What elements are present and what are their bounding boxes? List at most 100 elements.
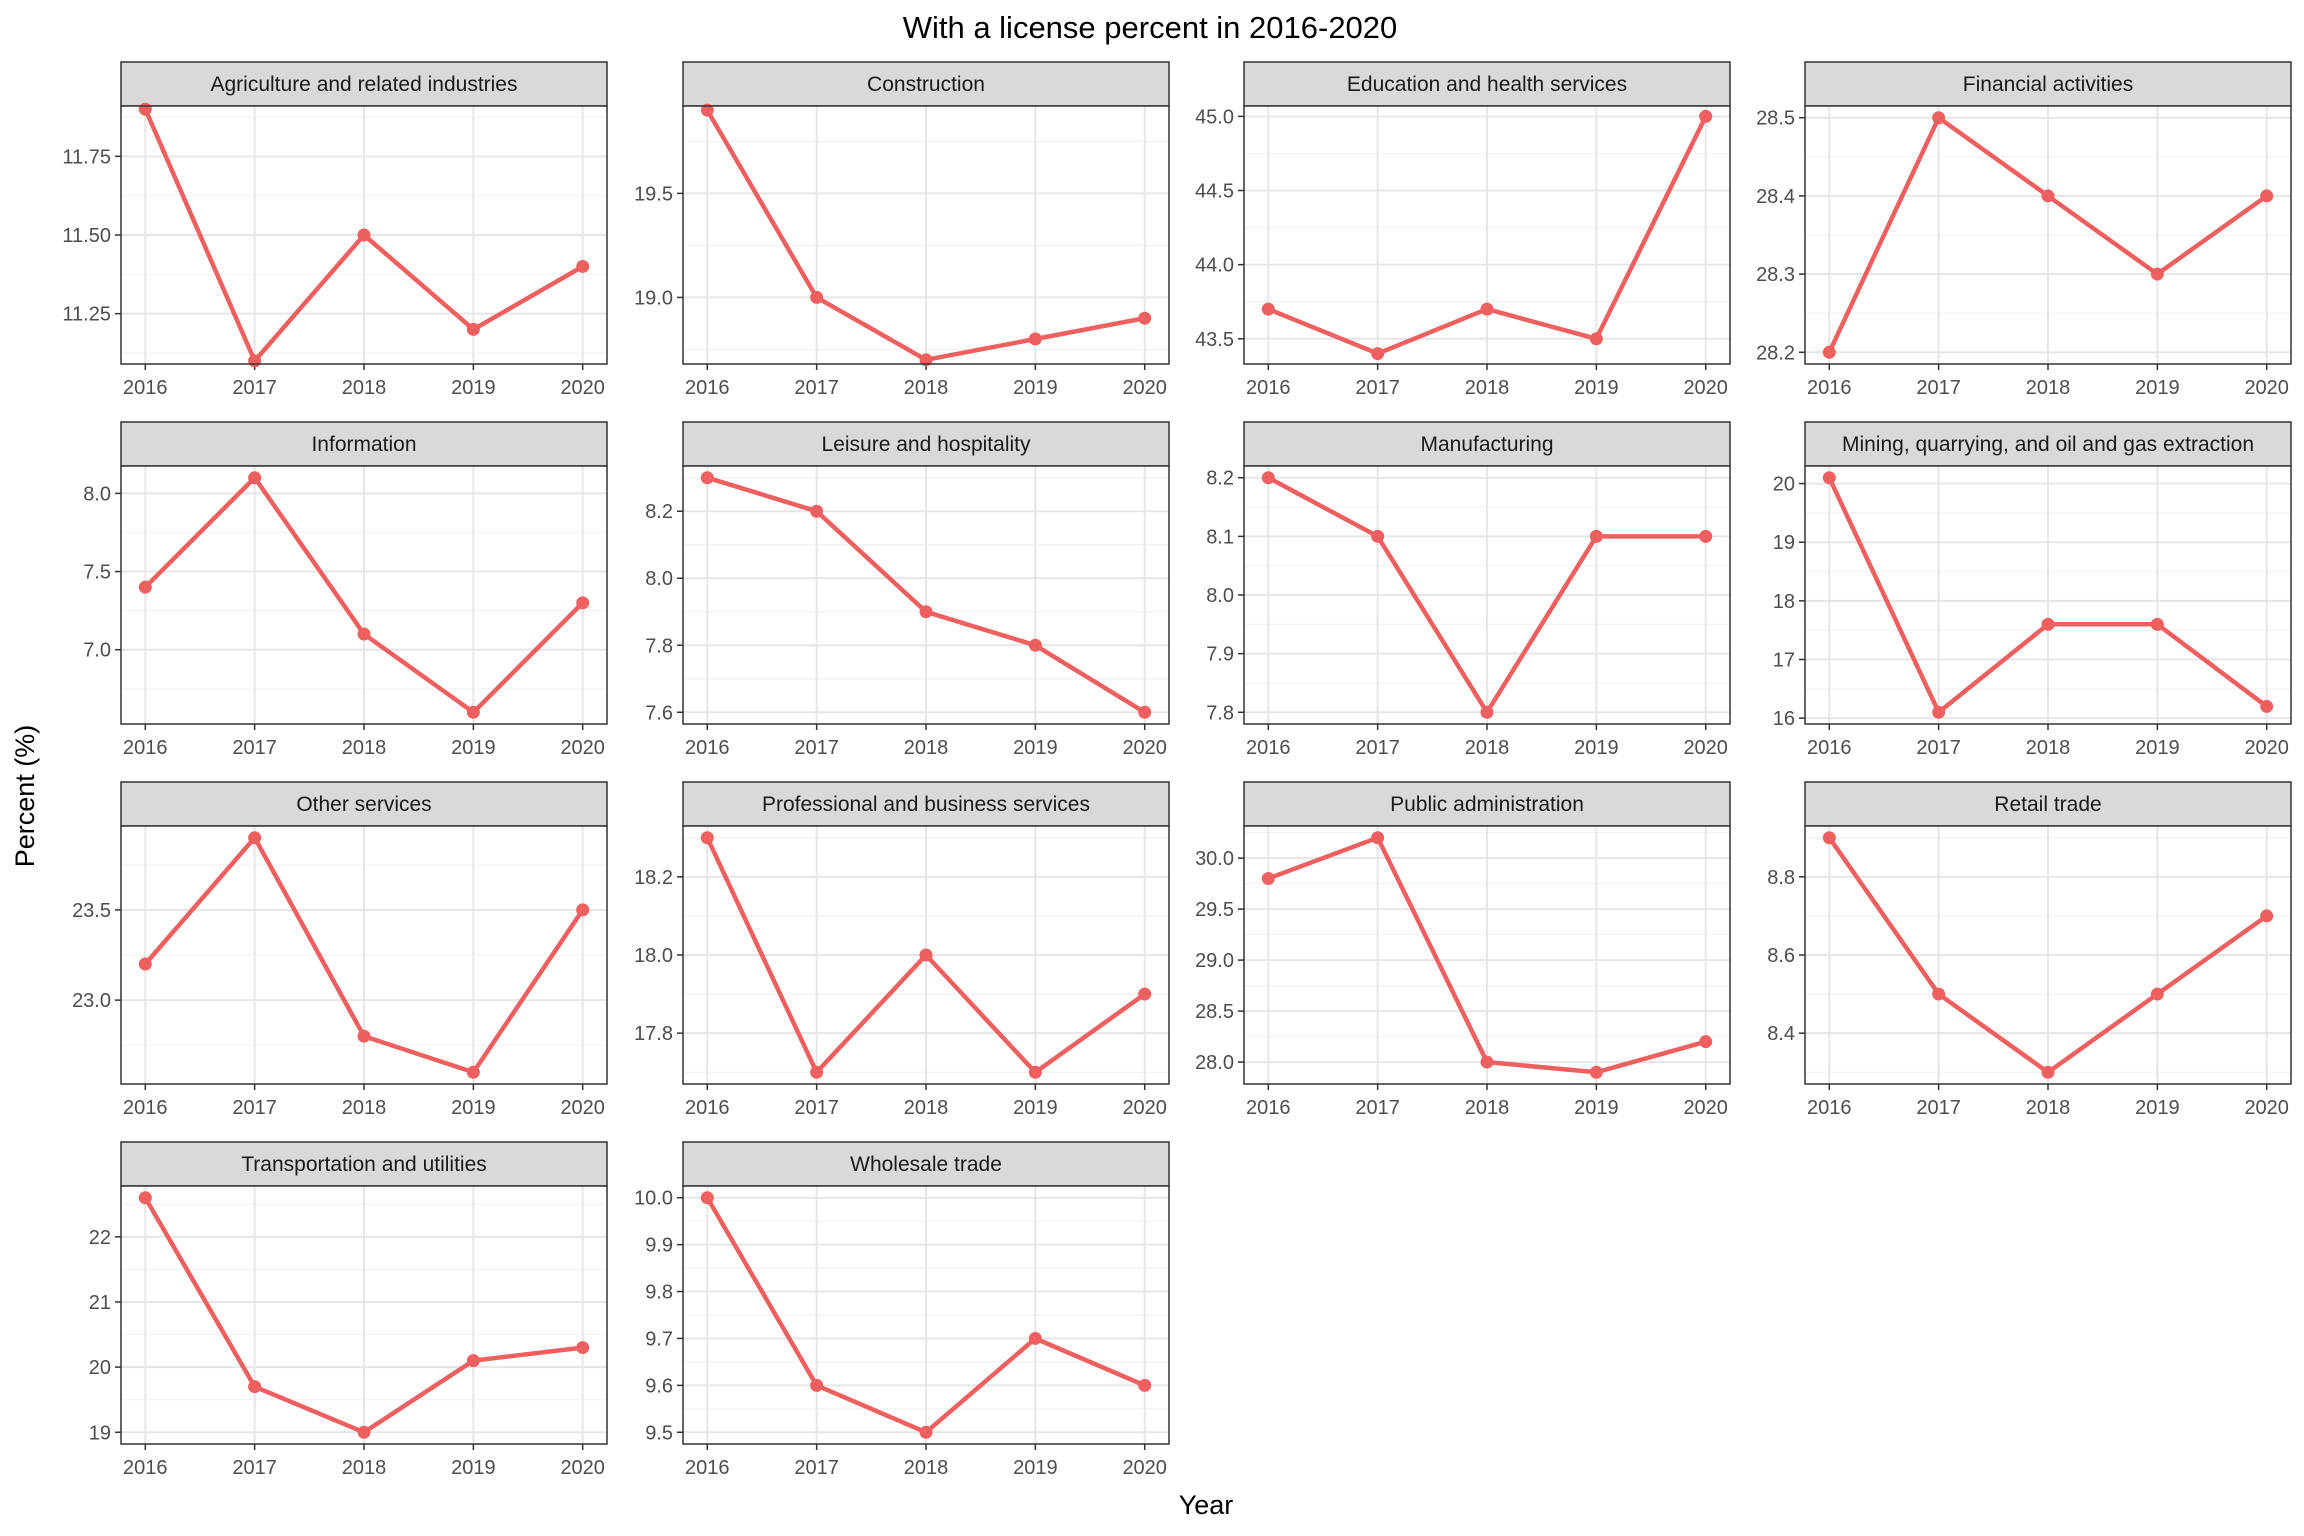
y-tick-label: 28.4 — [1756, 186, 1795, 208]
x-tick-label: 2016 — [1807, 737, 1852, 759]
x-tick-label: 2020 — [2244, 1097, 2289, 1119]
data-point — [576, 259, 590, 273]
y-tick-label: 28.2 — [1756, 342, 1795, 364]
data-point — [1028, 1331, 1042, 1345]
y-tick-label: 20 — [1773, 474, 1795, 496]
x-tick-label: 2016 — [123, 1457, 168, 1479]
facet-strip — [120, 421, 608, 467]
facet-panel: Agriculture and related industries 11.25 1… — [62, 61, 608, 399]
y-tick-label: 8.0 — [645, 568, 673, 590]
x-tick-label: 2019 — [1013, 737, 1058, 759]
data-point — [700, 471, 714, 485]
x-tick-label: 2016 — [685, 377, 730, 399]
x-tick-label: 2020 — [1122, 1457, 1167, 1479]
data-point — [138, 580, 152, 594]
x-tick-label: 2017 — [1355, 1097, 1400, 1119]
data-point — [700, 831, 714, 845]
x-tick-label: 2017 — [794, 1097, 839, 1119]
y-tick-label: 10.0 — [634, 1188, 673, 1210]
x-tick-label: 2018 — [904, 377, 949, 399]
y-tick-label: 16 — [1773, 708, 1795, 730]
y-tick-label: 22 — [89, 1227, 111, 1249]
y-tick-label: 7.6 — [645, 702, 673, 724]
facet-panel: Education and health services 43.5 44.0 44.… — [1195, 61, 1731, 399]
y-tick-label: 29.5 — [1195, 899, 1234, 921]
facet-strip-title: Agriculture and related industries — [210, 73, 517, 96]
facet-strip — [682, 1141, 1170, 1187]
data-point — [1138, 311, 1152, 325]
y-tick-label: 7.9 — [1206, 644, 1234, 666]
x-tick-label: 2018 — [904, 1097, 949, 1119]
data-point — [1371, 831, 1385, 845]
x-tick-label: 2017 — [794, 737, 839, 759]
y-tick-label: 11.75 — [62, 146, 111, 168]
y-tick-label: 43.5 — [1195, 329, 1234, 351]
data-point — [2260, 909, 2274, 923]
x-tick-label: 2017 — [232, 737, 277, 759]
data-point — [919, 1425, 933, 1439]
y-tick-label: 9.5 — [645, 1422, 673, 1444]
data-point — [1028, 638, 1042, 652]
panel-border — [1243, 465, 1731, 725]
panel-border — [1804, 465, 2292, 725]
x-tick-label: 2019 — [1013, 377, 1058, 399]
x-tick-label: 2018 — [342, 1097, 387, 1119]
data-point — [1261, 471, 1275, 485]
x-tick-label: 2018 — [1465, 1097, 1510, 1119]
y-tick-label: 28.5 — [1756, 108, 1795, 130]
y-tick-label: 8.8 — [1767, 867, 1795, 889]
y-tick-label: 9.6 — [645, 1375, 673, 1397]
panel-border — [120, 465, 608, 725]
data-point — [919, 353, 933, 367]
panel-border — [120, 1185, 608, 1445]
facet-strip — [1804, 61, 2292, 107]
data-point — [466, 705, 480, 719]
y-tick-label: 28.5 — [1195, 1001, 1234, 1023]
y-tick-label: 11.50 — [62, 225, 111, 247]
x-tick-label: 2020 — [560, 737, 605, 759]
y-tick-label: 8.6 — [1767, 945, 1795, 967]
y-tick-label: 45.0 — [1195, 106, 1234, 128]
y-tick-label: 44.5 — [1195, 181, 1234, 203]
x-tick-label: 2016 — [123, 737, 168, 759]
facet-panel: Construction 19.0 19.5 2016 2017 2018 2019 2020 — [634, 61, 1170, 399]
data-point — [1822, 345, 1836, 359]
facet-strip-title: Professional and business services — [762, 793, 1090, 816]
data-point — [700, 1191, 714, 1205]
y-tick-label: 7.8 — [1206, 702, 1234, 724]
y-tick-label: 11.25 — [62, 304, 111, 326]
x-tick-label: 2020 — [1683, 737, 1728, 759]
x-tick-label: 2019 — [1013, 1457, 1058, 1479]
facet-panel: Retail trade 8.4 8.6 8.8 2016 2017 2018 2019 202… — [1767, 781, 2292, 1119]
x-tick-label: 2019 — [2135, 377, 2180, 399]
data-point — [1371, 347, 1385, 361]
x-tick-label: 2018 — [904, 737, 949, 759]
facet-strip — [120, 781, 608, 827]
data-point — [576, 903, 590, 917]
data-point — [810, 290, 824, 304]
x-axis-label: Year — [1179, 1490, 1234, 1520]
y-tick-label: 7.0 — [83, 640, 111, 662]
facet-panels: Agriculture and related industries 11.25 1… — [62, 61, 2292, 1479]
y-tick-label: 20 — [89, 1357, 111, 1379]
x-tick-label: 2019 — [2135, 737, 2180, 759]
facet-panel: Public administration 28.0 28.5 29.0 29.5 30.… — [1195, 781, 1731, 1119]
y-tick-label: 8.0 — [83, 483, 111, 505]
data-point — [466, 1065, 480, 1079]
data-point — [138, 1191, 152, 1205]
data-point — [2260, 699, 2274, 713]
x-tick-label: 2016 — [1246, 737, 1291, 759]
x-tick-label: 2018 — [904, 1457, 949, 1479]
data-point — [466, 322, 480, 336]
facet-strip-title: Public administration — [1390, 793, 1584, 816]
data-point — [1371, 529, 1385, 543]
y-tick-label: 8.2 — [1206, 468, 1234, 490]
x-tick-label: 2017 — [232, 1097, 277, 1119]
x-tick-label: 2020 — [560, 1457, 605, 1479]
data-point — [1699, 529, 1713, 543]
y-tick-label: 9.7 — [645, 1328, 673, 1350]
facet-panel: Other services 23.0 23.5 2016 2017 2018 2019 20… — [72, 781, 608, 1119]
x-tick-label: 2020 — [1683, 1097, 1728, 1119]
facet-strip-title: Wholesale trade — [850, 1153, 1002, 1176]
panel-border — [682, 1185, 1170, 1445]
